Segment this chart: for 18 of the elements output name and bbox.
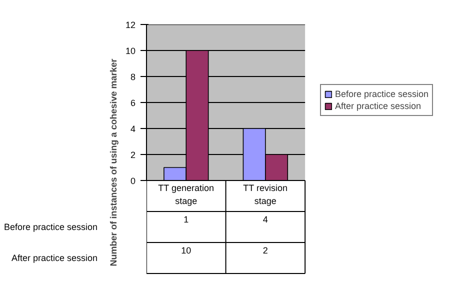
y-tick-label: 10: [125, 46, 136, 56]
text: After practice session: [11, 253, 98, 263]
text: Before practice session: [4, 222, 98, 232]
legend-label: After practice session: [335, 100, 422, 112]
y-axis-title: Number of instances of using a cohesive marker: [108, 58, 118, 266]
y-tick-label: 4: [130, 124, 136, 134]
y-tick-label: 0: [130, 176, 136, 186]
data-label: 10: [181, 246, 192, 256]
y-tick-label: 8: [130, 72, 136, 82]
data-label: 1: [184, 214, 189, 224]
x-tick-label: TT revision stage: [243, 183, 288, 206]
legend-label: Before practice session: [335, 88, 429, 100]
x-tick-label: TT generation stage: [158, 183, 214, 206]
data-label: 4: [262, 214, 268, 224]
y-tick-label: 12: [125, 20, 136, 30]
data-label: 2: [262, 246, 268, 256]
y-tick-label: 2: [130, 150, 136, 160]
y-tick-label: 6: [130, 98, 136, 108]
